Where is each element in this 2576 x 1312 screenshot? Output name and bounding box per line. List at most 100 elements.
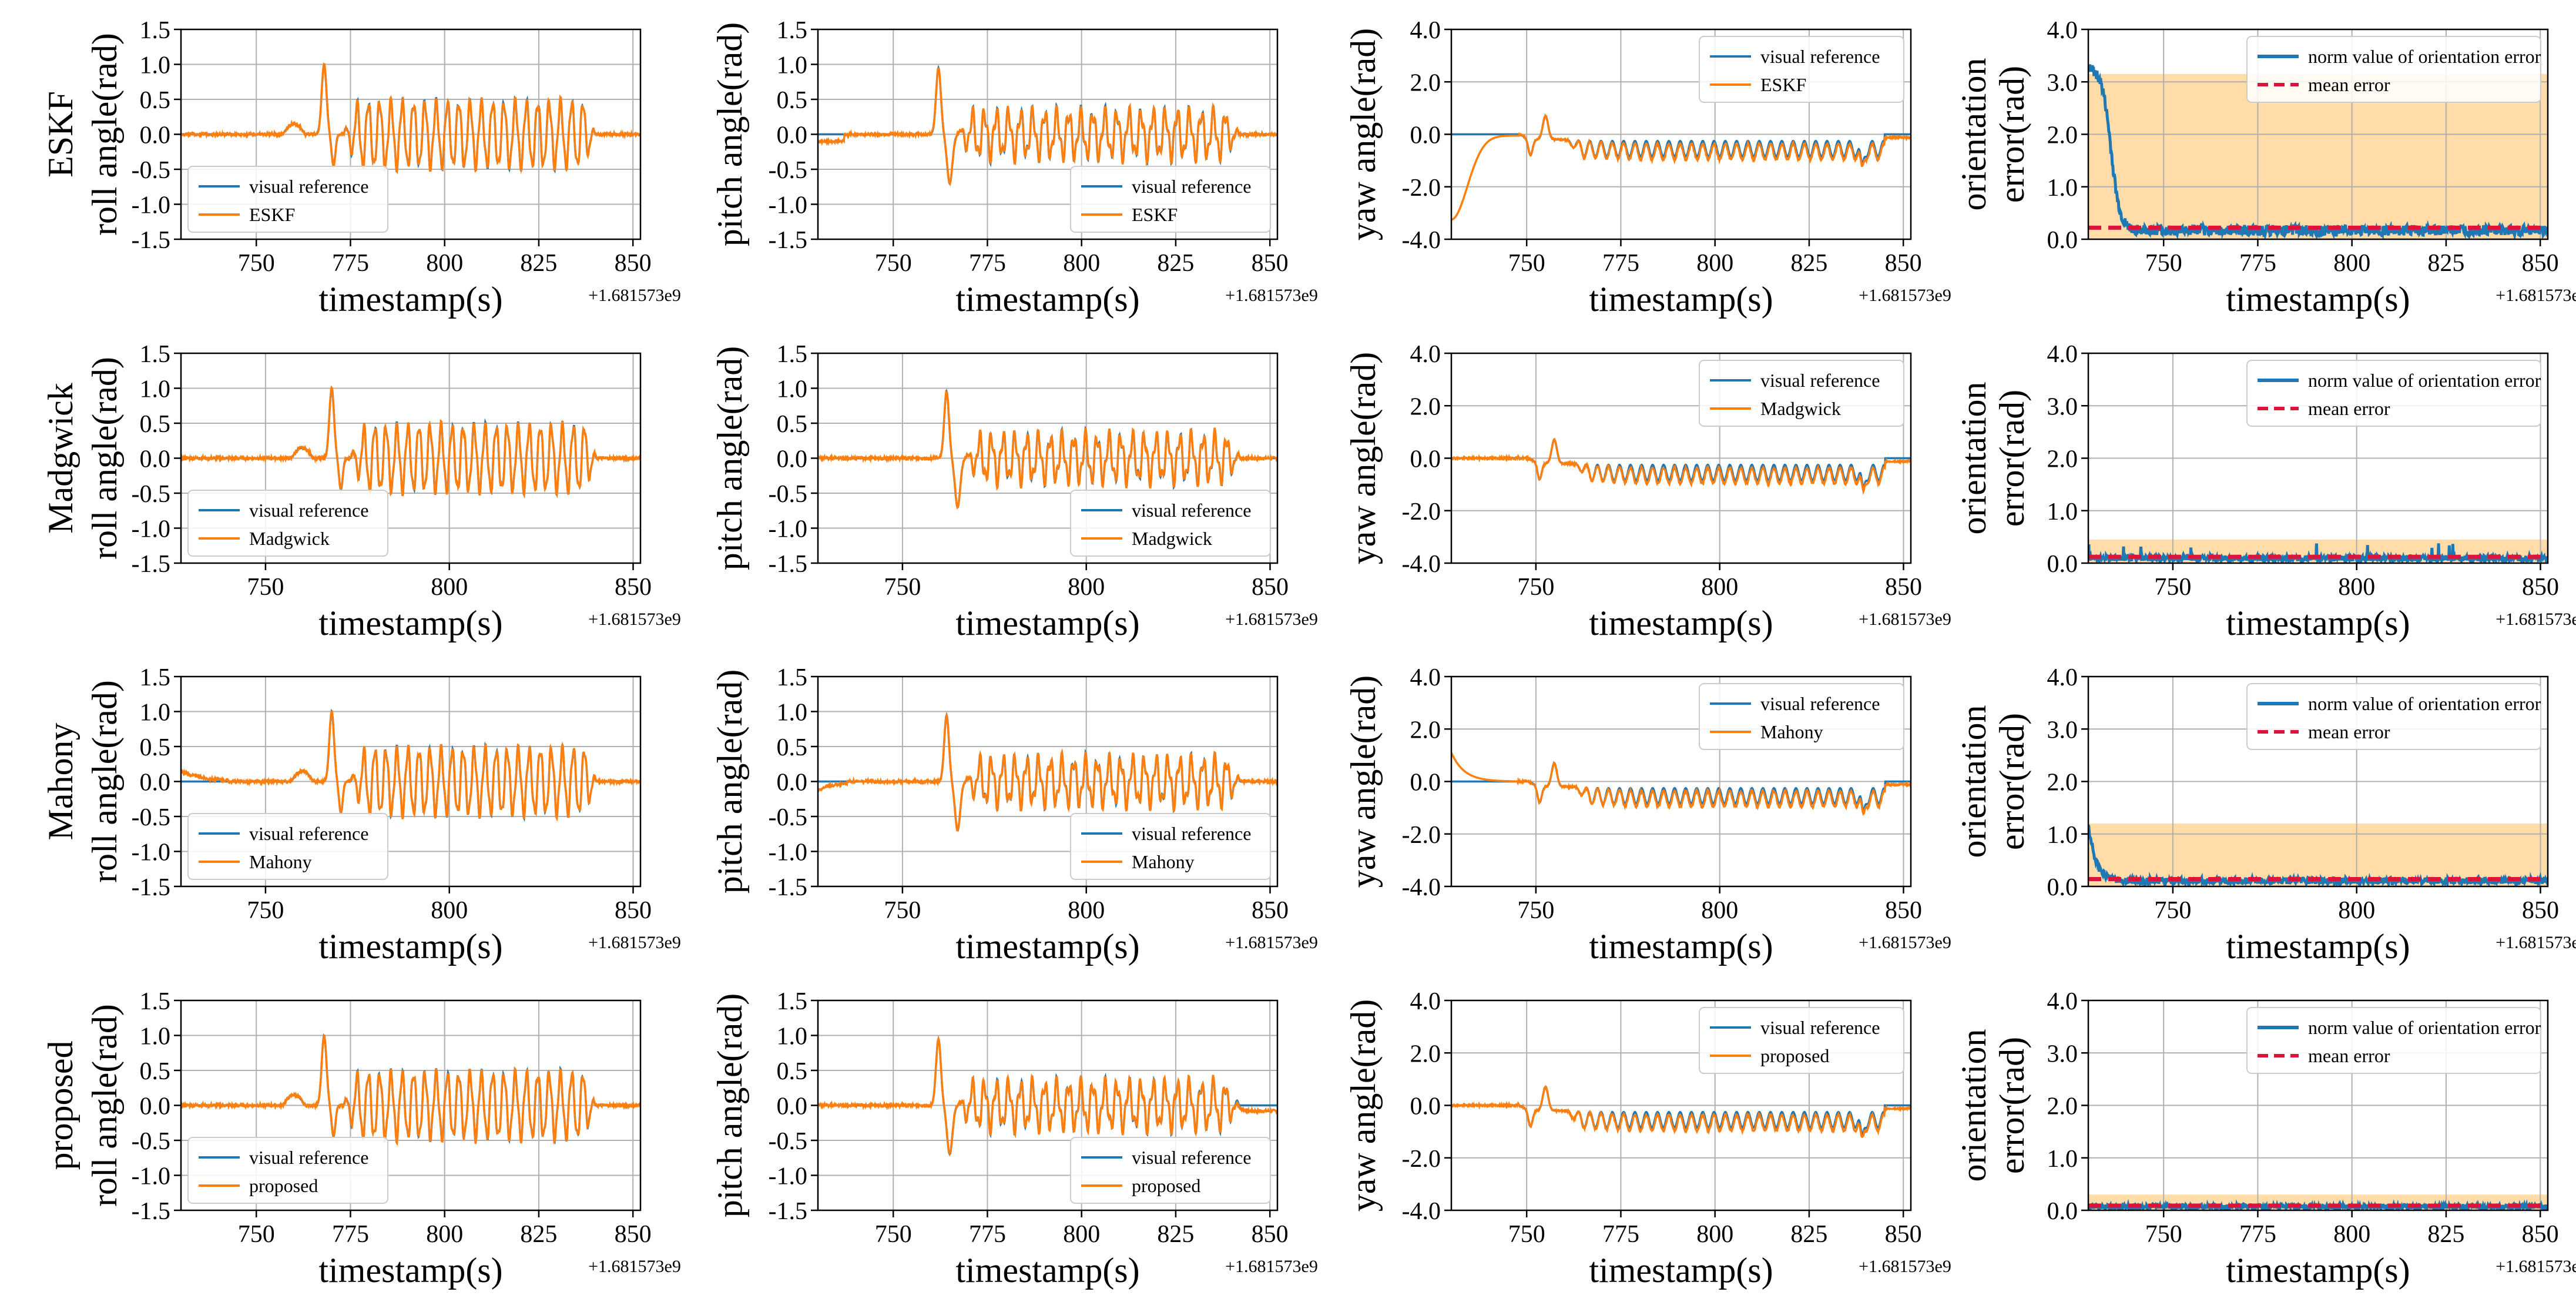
row-title: ESKF [41,91,80,178]
y-tick-label: -4.0 [1402,874,1441,901]
panel-eskf-yaw: -4.0 -2.0 0.0 2.0 4.0 750 775 800 825 850 timestam… [1344,17,1951,319]
y-tick-label: 2.0 [1410,69,1441,96]
x-axis-label: timestamp(s) [318,280,502,319]
series-line-eskf [1451,113,1911,221]
y-tick-label: -1.5 [769,1198,808,1225]
y-tick-label: 1.5 [140,17,171,44]
y-tick-label: 0.0 [2047,551,2078,578]
y-tick-label: 0.5 [140,87,171,114]
x-tick-label: 750 [1517,897,1554,924]
legend: visual reference Madgwick [1070,490,1271,557]
x-offset-text: +1.681573e9 [2496,610,2576,629]
legend-box [2246,683,2541,750]
x-tick-label: 800 [2333,1221,2370,1248]
legend: norm value of orientation error mean erro… [2246,360,2541,427]
x-tick-label: 775 [969,1221,1006,1248]
y-tick-label: -1.0 [769,839,808,866]
x-tick-label: 750 [884,574,921,601]
x-tick-label: 850 [2522,250,2559,277]
panel-proposed-yaw: -4.0 -2.0 0.0 2.0 4.0 750 775 800 825 850 timestam… [1344,988,1951,1290]
y-axis-label: pitch angle(rad) [710,670,749,893]
x-offset-text: +1.681573e9 [588,933,681,952]
y-axis-label-line1: orientation [1954,1029,1993,1182]
legend-label: norm value of orientation error [2308,1017,2541,1038]
y-tick-label: 1.5 [777,988,808,1015]
x-offset-text: +1.681573e9 [2496,286,2576,305]
y-tick-label: 0.0 [1410,446,1441,473]
legend-label: visual reference [1132,1147,1251,1168]
y-tick-label: 4.0 [1410,988,1441,1015]
x-offset-text: +1.681573e9 [1859,610,1951,629]
row-title: proposed [41,1041,80,1170]
y-tick-label: 1.0 [2047,175,2078,202]
legend: visual reference Mahony [1070,813,1271,880]
y-tick-label: 1.0 [777,699,808,727]
legend-label: norm value of orientation error [2308,693,2541,714]
legend-label: proposed [1760,1045,1829,1066]
legend: norm value of orientation error mean erro… [2246,36,2541,103]
y-axis-label-line2: error(rad) [1993,1037,2031,1174]
legend-label: Mahony [1760,721,1823,742]
legend-label: visual reference [249,1147,368,1168]
y-tick-label: 1.0 [777,1023,808,1050]
x-axis-label: timestamp(s) [955,280,1139,319]
legend: visual reference proposed [1070,1137,1271,1204]
legend-label: norm value of orientation error [2308,46,2541,67]
x-axis-label: timestamp(s) [2226,604,2410,642]
y-tick-label: -1.0 [769,1163,808,1190]
panel-eskf-roll: -1.5 -1.0 -0.5 0.0 0.5 1.0 1.5 750 775 800 825 850 t… [41,17,681,319]
x-tick-label: 850 [1885,574,1922,601]
y-axis-label: yaw angle(rad) [1344,675,1383,888]
y-tick-label: 0.0 [140,446,171,473]
panel-mahony-roll: -1.5 -1.0 -0.5 0.0 0.5 1.0 1.5 750 800 850 timesta… [41,664,681,966]
y-tick-label: 1.0 [2047,1146,2078,1173]
panel-mahony-error: 0.0 1.0 2.0 3.0 4.0 750 800 850 timestamp(s) +1.6… [1954,664,2576,966]
x-tick-label: 850 [2522,574,2559,601]
x-tick-label: 800 [1696,250,1733,277]
legend-label: ESKF [1132,204,1178,225]
y-tick-label: 1.0 [777,52,808,79]
panel-mahony-yaw: -4.0 -2.0 0.0 2.0 4.0 750 800 850 timestamp(s) +1… [1344,664,1951,966]
x-tick-label: 750 [247,897,284,924]
y-tick-label: -0.5 [132,157,171,184]
series-line-proposed [181,1035,640,1146]
x-tick-label: 800 [1696,1221,1733,1248]
y-tick-label: 0.0 [2047,227,2078,254]
y-tick-label: -1.5 [769,874,808,901]
legend: norm value of orientation error mean erro… [2246,683,2541,750]
y-tick-label: 0.0 [1410,1093,1441,1120]
x-tick-label: 850 [1252,574,1289,601]
legend-label: visual reference [1760,1017,1880,1038]
y-tick-label: 1.0 [2047,498,2078,526]
legend-box [2246,360,2541,427]
y-tick-label: -4.0 [1402,1198,1441,1225]
x-axis-label: timestamp(s) [318,604,502,642]
y-tick-label: 2.0 [2047,769,2078,796]
x-offset-text: +1.681573e9 [588,286,681,305]
y-axis-label-line1: orientation [1954,58,1993,211]
x-tick-label: 825 [2427,250,2464,277]
series-line-norm-error [2088,543,2548,563]
legend-label: Madgwick [1132,528,1212,549]
y-axis-label: yaw angle(rad) [1344,999,1383,1211]
row-title: Mahony [41,723,80,841]
series-line-mahony [818,712,1277,832]
x-tick-label: 775 [332,250,369,277]
x-offset-text: +1.681573e9 [1859,1257,1951,1276]
panel-proposed-error: 0.0 1.0 2.0 3.0 4.0 750 775 800 825 850 timestamp(… [1954,988,2576,1290]
y-tick-label: 0.0 [140,769,171,796]
x-tick-label: 750 [2154,897,2191,924]
x-tick-label: 850 [615,1221,652,1248]
series-line-mahony [181,710,640,822]
x-tick-label: 800 [2338,574,2375,601]
legend: visual reference Madgwick [187,490,388,557]
legend-label: visual reference [1760,693,1880,714]
x-tick-label: 850 [1252,250,1289,277]
x-tick-label: 800 [1068,897,1105,924]
x-tick-label: 825 [520,1221,557,1248]
y-tick-label: 2.0 [1410,393,1441,420]
x-tick-label: 800 [1063,1221,1100,1248]
y-tick-label: -1.0 [769,192,808,219]
y-tick-label: -1.5 [132,1198,171,1225]
